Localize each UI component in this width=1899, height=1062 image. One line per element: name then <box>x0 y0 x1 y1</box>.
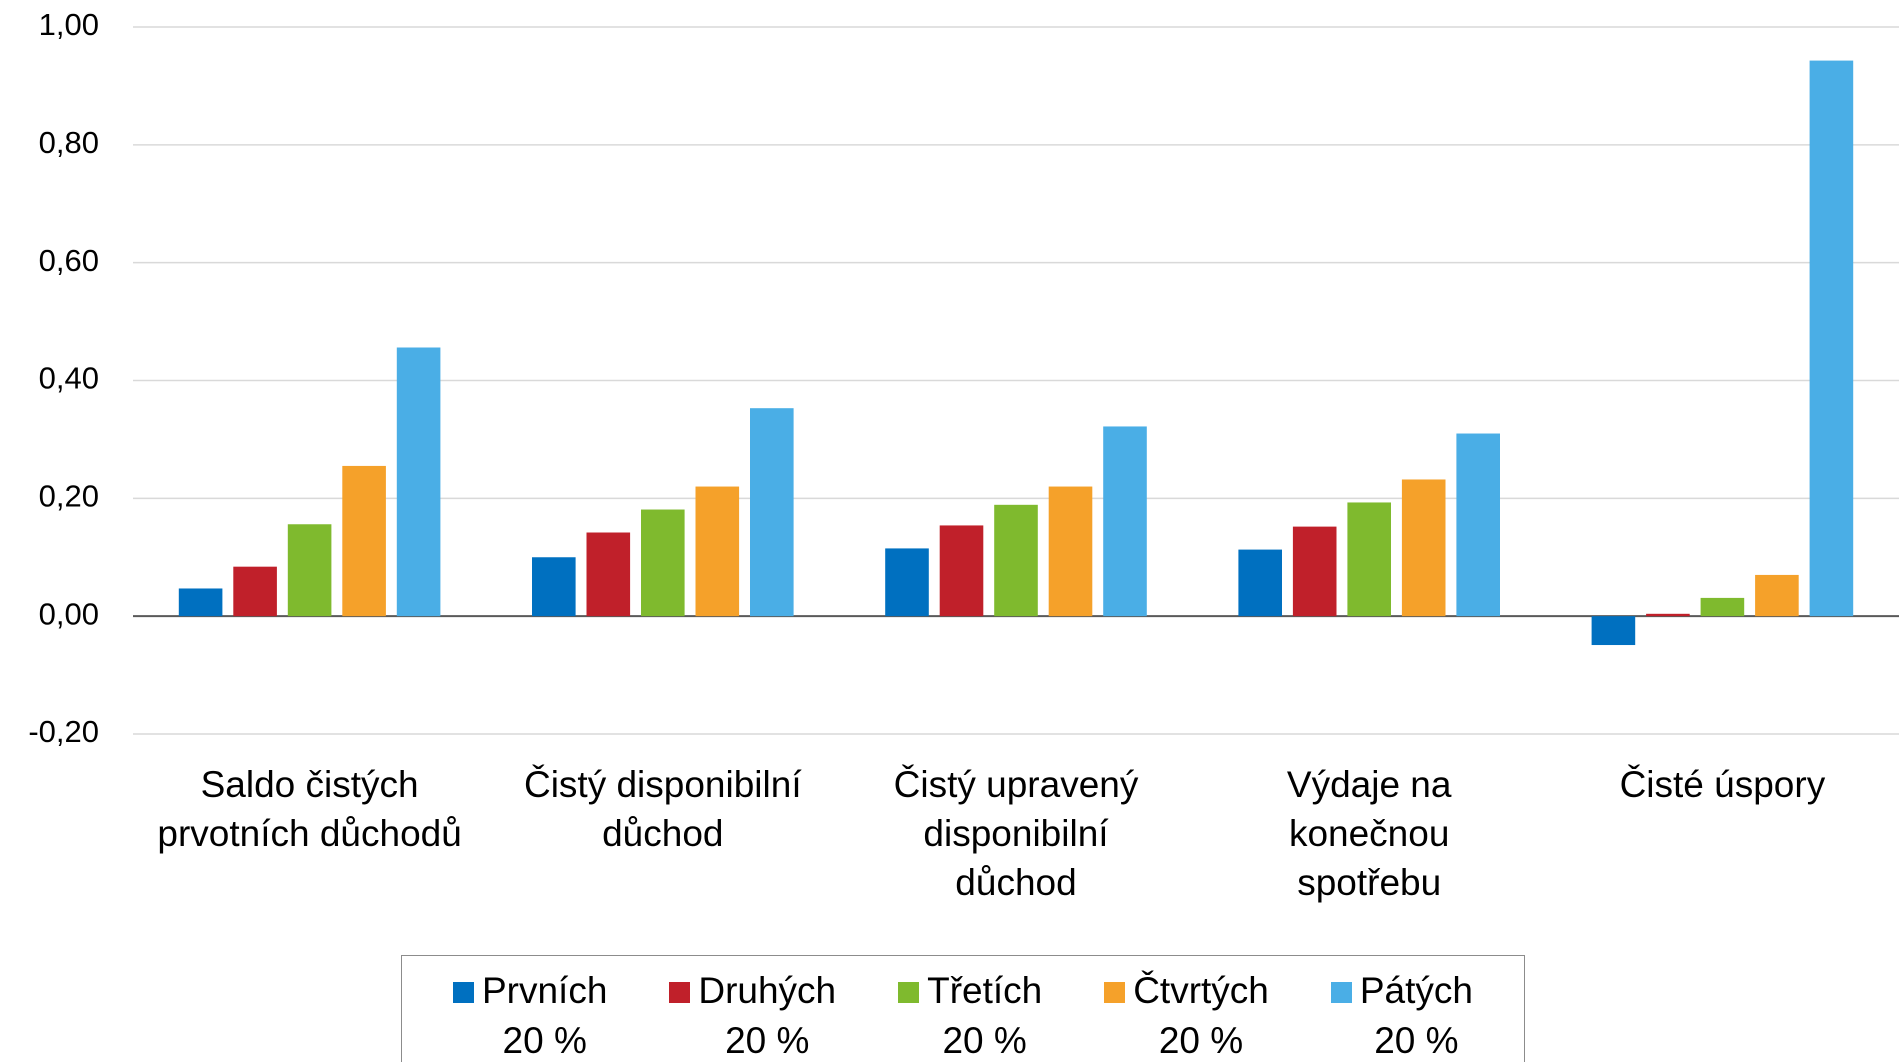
bar <box>1238 549 1282 617</box>
legend-item: Druhých 20 % <box>669 966 836 1062</box>
bar <box>641 509 685 617</box>
legend-label: Třetích 20 % <box>927 970 1043 1061</box>
legend-label: Prvních 20 % <box>481 970 608 1061</box>
legend: Prvních 20 % Druhých 20 % Třetích 20 % Čtvr… <box>401 955 1525 1062</box>
x-tick-label: Výdaje na konečnou spotřebu <box>1286 764 1452 903</box>
bar <box>287 524 332 617</box>
legend-swatch <box>1104 982 1126 1003</box>
bar <box>1048 486 1093 617</box>
legend-swatch <box>1330 982 1352 1003</box>
legend-item: Třetích 20 % <box>898 966 1042 1062</box>
bar <box>396 347 441 617</box>
x-tick-label: Čistý upravený disponibilní důchod <box>893 764 1139 903</box>
legend-label: Čtvrtých 20 % <box>1133 970 1269 1061</box>
y-tick-label: 1,00 <box>39 7 99 42</box>
bar <box>885 548 929 617</box>
bar <box>1292 526 1337 617</box>
bar <box>1103 426 1147 617</box>
bar <box>1591 616 1636 646</box>
bar <box>695 486 740 617</box>
y-tick-label: 0,40 <box>39 361 99 396</box>
y-tick-label: -0,20 <box>28 714 99 749</box>
legend-label: Pátých 20 % <box>1359 970 1473 1061</box>
legend-item: Pátých 20 % <box>1330 966 1473 1062</box>
bar <box>233 566 277 617</box>
legend-swatch <box>452 982 474 1003</box>
bar <box>1401 479 1446 617</box>
bar <box>1700 597 1745 617</box>
bar <box>532 557 576 617</box>
x-tick-label: Čistý disponibilní důchod <box>523 764 802 854</box>
bar <box>994 504 1038 617</box>
bar <box>1456 433 1500 617</box>
y-tick-label: 0,60 <box>39 243 99 278</box>
y-tick-label: 0,20 <box>39 479 99 514</box>
legend-swatch <box>669 982 691 1003</box>
bar <box>586 532 631 617</box>
bar <box>939 525 984 617</box>
bar <box>1809 60 1854 617</box>
legend-label: Druhých 20 % <box>698 970 837 1061</box>
x-tick-label: Čisté úspory <box>1619 764 1826 805</box>
bar <box>342 465 386 617</box>
bar <box>178 588 223 617</box>
bar <box>1646 613 1690 617</box>
bar <box>1347 502 1391 617</box>
bar <box>1755 574 1799 617</box>
x-tick-label: Saldo čistých prvotních důchodů <box>157 764 462 854</box>
bar <box>750 408 794 617</box>
y-tick-label: 0,80 <box>39 125 99 160</box>
legend-swatch <box>898 982 920 1003</box>
legend-item: Prvních 20 % <box>452 966 608 1062</box>
y-tick-label: 0,00 <box>39 596 99 631</box>
legend-item: Čtvrtých 20 % <box>1104 966 1269 1062</box>
